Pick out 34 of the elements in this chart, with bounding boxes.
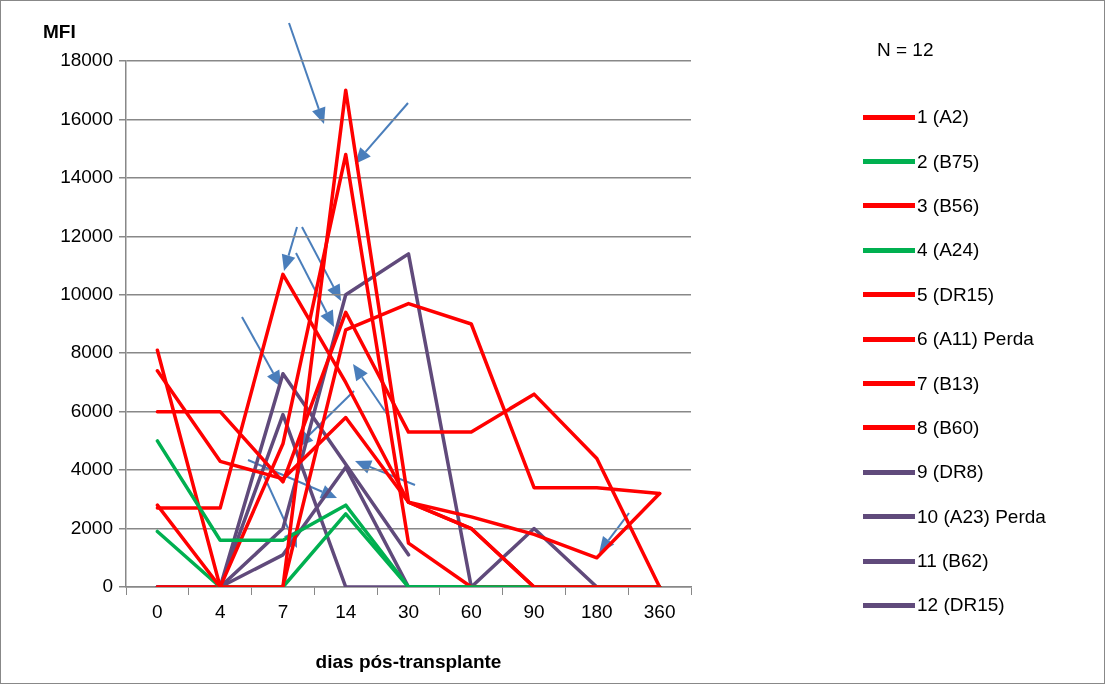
legend-label: 11 (B62) [917, 550, 989, 573]
x-tick-label: 60 [460, 600, 482, 622]
y-axis-title: MFI [43, 21, 76, 43]
y-tick-label: 6000 [70, 399, 113, 421]
y-tick-label: 4000 [70, 458, 113, 480]
legend-label: 10 (A23) Perda [917, 505, 1046, 528]
x-tick-label: 7 [277, 600, 289, 622]
x-tick-label: 30 [397, 600, 420, 622]
y-tick-label: 0 [102, 575, 113, 597]
legend-label: 12 (DR15) [917, 594, 1005, 617]
x-tick-label: 90 [523, 600, 545, 622]
legend-label: 7 (B13) [917, 372, 980, 395]
x-tick-label: 14 [335, 600, 357, 622]
legend-label: 4 (A24) [917, 239, 980, 262]
y-tick-label: 18000 [60, 49, 113, 71]
y-tick-label: 14000 [60, 166, 113, 188]
legend-title: N = 12 [877, 39, 935, 62]
x-tick-label: 180 [580, 600, 613, 622]
x-tick-label: 0 [152, 600, 163, 622]
y-tick-label: 8000 [70, 341, 113, 363]
x-tick-label: 360 [643, 600, 676, 622]
legend-label: 8 (B60) [917, 416, 980, 439]
legend-label: 9 (DR8) [917, 461, 984, 484]
y-tick-label: 16000 [60, 107, 113, 129]
legend-label: 2 (B75) [917, 150, 980, 173]
y-tick-label: 10000 [60, 283, 113, 305]
legend-label: 1 (A2) [917, 106, 969, 129]
y-tick-label: 2000 [70, 516, 113, 538]
legend-label: 5 (DR15) [917, 283, 995, 306]
legend-label: 3 (B56) [917, 194, 980, 217]
legend-label: 6 (A11) Perda [917, 328, 1034, 351]
x-axis-title: dias pós-transplante [315, 651, 502, 673]
x-tick-label: 4 [214, 600, 226, 622]
y-tick-label: 12000 [60, 224, 113, 246]
